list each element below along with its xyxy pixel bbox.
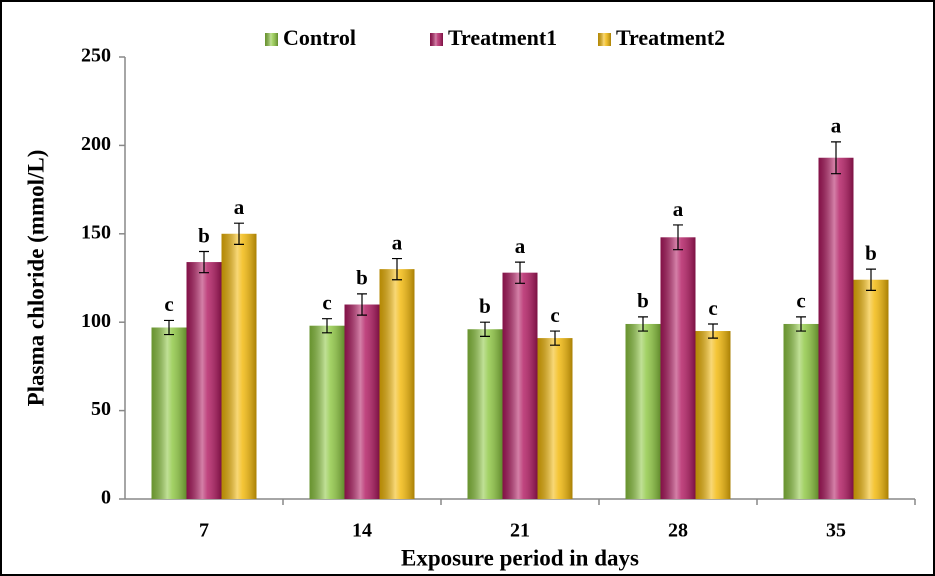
y-tick-label: 250 bbox=[81, 45, 111, 67]
x-tick-label: 28 bbox=[668, 520, 688, 542]
significance-letter: b bbox=[479, 294, 491, 318]
legend-label: Treatment2 bbox=[616, 25, 725, 50]
y-tick-label: 200 bbox=[81, 133, 111, 155]
significance-letter: a bbox=[831, 114, 842, 138]
legend-swatch-shine bbox=[598, 33, 611, 46]
legend-label: Treatment1 bbox=[448, 25, 557, 50]
legend-label: Control bbox=[283, 25, 356, 50]
error-bar bbox=[866, 268, 876, 291]
significance-letter: b bbox=[865, 241, 877, 265]
error-bar bbox=[515, 261, 525, 284]
bar-shine bbox=[309, 325, 345, 499]
bar-shine bbox=[695, 331, 731, 499]
significance-letter: b bbox=[637, 289, 649, 313]
error-bar bbox=[322, 318, 332, 334]
error-bar bbox=[392, 257, 402, 281]
error-bar bbox=[357, 293, 367, 316]
bar-shine bbox=[344, 304, 380, 499]
bar-shine bbox=[818, 157, 854, 499]
y-tick-label: 0 bbox=[101, 487, 111, 509]
error-bar bbox=[550, 330, 560, 346]
error-bar bbox=[673, 224, 683, 251]
error-bar bbox=[638, 316, 648, 332]
error-bar bbox=[164, 319, 174, 336]
y-tick-label: 100 bbox=[81, 310, 111, 332]
bar-shine bbox=[186, 262, 222, 499]
legend-swatch-shine bbox=[265, 33, 278, 46]
bar-shine bbox=[467, 329, 503, 499]
y-axis-label: Plasma chloride (mmol/L) bbox=[23, 150, 48, 407]
x-tick-label: 21 bbox=[510, 520, 530, 542]
bar-shine bbox=[853, 279, 889, 499]
bar-shine bbox=[151, 327, 187, 499]
bar-shine bbox=[379, 269, 415, 499]
bar-shine bbox=[783, 323, 819, 499]
significance-letter: a bbox=[515, 234, 526, 258]
x-axis-label: Exposure period in days bbox=[401, 545, 639, 570]
significance-letter: c bbox=[164, 292, 173, 316]
bar-shine bbox=[537, 338, 573, 499]
bar-shine bbox=[502, 272, 538, 499]
significance-letter: a bbox=[392, 230, 403, 254]
significance-letter: c bbox=[550, 303, 559, 327]
error-bar bbox=[480, 321, 490, 337]
bar-shine bbox=[625, 323, 661, 499]
error-bar bbox=[708, 323, 718, 339]
error-bar bbox=[234, 222, 244, 246]
significance-letter: a bbox=[234, 195, 245, 219]
x-tick-label: 7 bbox=[199, 520, 209, 542]
significance-letter: c bbox=[708, 296, 717, 320]
significance-letter: a bbox=[673, 197, 684, 221]
y-tick-label: 50 bbox=[91, 398, 111, 420]
error-bar bbox=[796, 316, 806, 332]
x-tick-label: 14 bbox=[352, 520, 372, 542]
bar-shine bbox=[221, 233, 257, 500]
significance-letter: b bbox=[198, 223, 210, 247]
error-bar bbox=[831, 141, 841, 175]
x-tick-label: 35 bbox=[826, 520, 846, 542]
significance-letter: b bbox=[356, 266, 368, 290]
y-tick-label: 150 bbox=[81, 221, 111, 243]
bar-shine bbox=[660, 237, 696, 499]
significance-letter: c bbox=[796, 289, 805, 313]
legend-swatch-shine bbox=[430, 33, 443, 46]
error-bar bbox=[199, 250, 209, 274]
significance-letter: c bbox=[322, 290, 331, 314]
